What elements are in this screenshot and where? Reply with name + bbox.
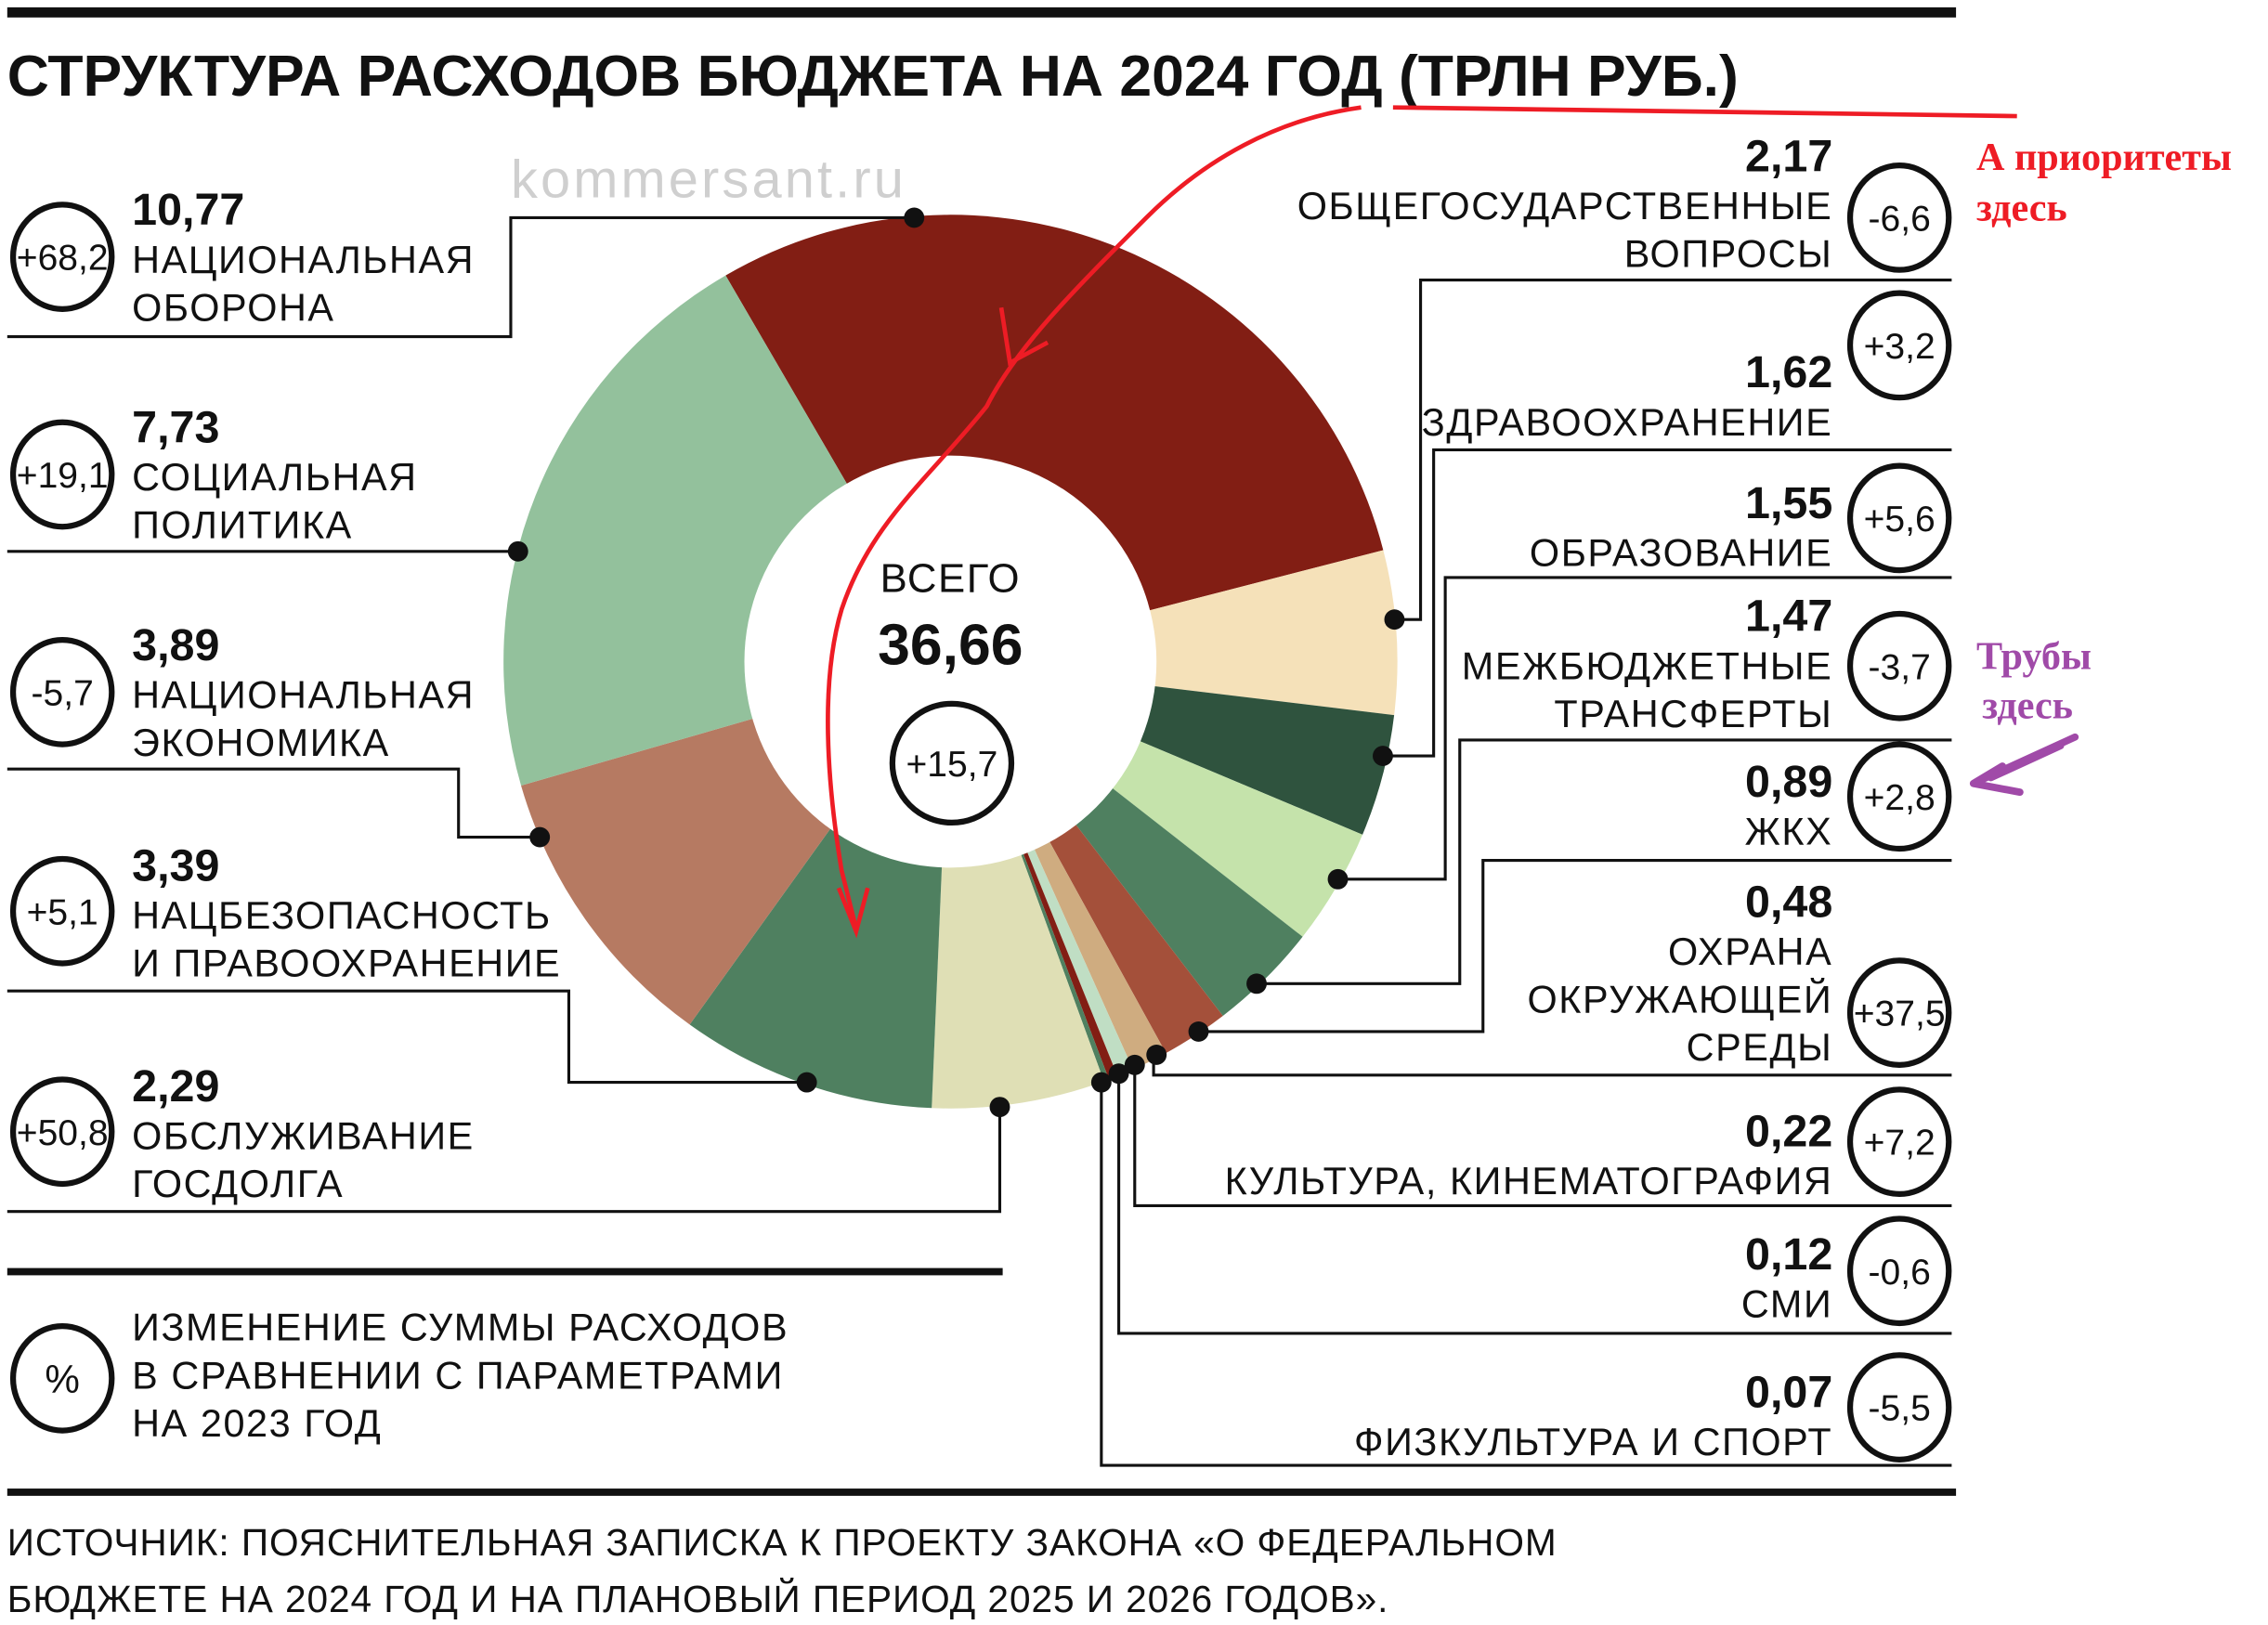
total-value: 36,66 [878,613,1023,678]
red-arrow-curve [826,105,1362,930]
change-circle-4 [1846,610,1952,722]
slice-change-9: -5,5 [1869,1389,1931,1429]
slice-label-12-1: ЭКОНОМИКА [132,722,390,764]
slice-label-10-0: ОБСЛУЖИВАНИЕ [132,1114,475,1157]
slice-label-1-1: ВОПРОСЫ [1624,233,1833,276]
change-circle-9 [1846,1352,1952,1462]
purple-arrow-icon [1969,733,2079,797]
slice-change-10: +50,8 [17,1113,109,1153]
slice-change-4: -3,7 [1869,647,1931,687]
slice-value-3: 1,55 [1745,478,1832,528]
change-circle-11 [9,855,115,967]
slice-change-13: +19,1 [17,456,109,496]
slice-value-1: 2,17 [1745,131,1832,181]
total-label: ВСЕГО [880,556,1022,602]
slice-label-6-1: ОКРУЖАЮЩЕЙ [1528,979,1833,1021]
legend-text-2: В СРАВНЕНИИ С ПАРАМЕТРАМИ [132,1354,784,1397]
slice-label-9-0: ФИЗКУЛЬТУРА И СПОРТ [1354,1421,1832,1463]
slice-label-4-1: ТРАНСФЕРТЫ [1554,693,1832,735]
slice-label-7-0: КУЛЬТУРА, КИНЕМАТОГРАФИЯ [1225,1160,1833,1202]
legend-text-1: ИЗМЕНЕНИЕ СУММЫ РАСХОДОВ [132,1306,789,1349]
change-circle-7 [1846,1086,1952,1198]
annotation-pipes-2: здесь [1982,683,2073,727]
slice-label-13-1: ПОЛИТИКА [132,504,353,547]
slice-value-2: 1,62 [1745,347,1832,397]
slice-value-12: 3,89 [132,620,219,670]
slice-value-4: 1,47 [1745,592,1832,642]
slice-change-3: +5,6 [1864,500,1936,540]
slice-value-11: 3,39 [132,840,219,890]
slice-change-2: +3,2 [1864,327,1936,367]
slice-label-0-0: НАЦИОНАЛЬНАЯ [132,239,475,281]
slice-value-5: 0,89 [1745,757,1832,807]
slice-value-0: 10,77 [132,185,244,235]
slice-label-13-0: СОЦИАЛЬНАЯ [132,456,417,499]
annotation-priorities-2: здесь [1976,187,2067,230]
leader-dots [507,207,1405,1118]
source-line-1: ИСТОЧНИК: ПОЯСНИТЕЛЬНАЯ ЗАПИСКА К ПРОЕКТ… [7,1521,1558,1564]
change-circle-12 [9,636,115,748]
legend-circle [9,1322,115,1434]
chart-title: СТРУКТУРА РАСХОДОВ БЮДЖЕТА НА 2024 ГОД (… [7,44,1739,109]
slice-label-11-1: И ПРАВООХРАНЕНИЕ [132,942,561,985]
change-circle-3 [1846,462,1952,574]
change-circle-8 [1846,1216,1952,1327]
handwritten-annotations: А приоритеты здесь Трубы здесь [826,105,2232,939]
legend-symbol: % [45,1358,79,1401]
slice-change-0: +68,2 [17,239,109,279]
slice-value-10: 2,29 [132,1061,219,1112]
slice-value-13: 7,73 [132,403,219,453]
top-rule [7,6,1957,18]
legend-text-3: НА 2023 ГОД [132,1402,382,1445]
change-circle-6 [1846,957,1952,1068]
slice-change-5: +2,8 [1864,778,1936,818]
bottom-rule [7,1488,1957,1496]
slice-label-3-0: ОБРАЗОВАНИЕ [1530,531,1832,574]
red-arrowhead-icon-2 [998,306,1049,367]
red-arrowhead-icon [836,887,870,939]
annotation-priorities-1: А приоритеты [1976,136,2232,179]
red-underline [1392,105,2017,119]
annotation-pipes-1: Трубы [1976,634,2092,678]
change-circle-2 [1846,290,1952,401]
slice-labels: 10,77НАЦИОНАЛЬНАЯОБОРОНА+68,27,73СОЦИАЛЬ… [9,131,1952,1463]
slice-change-11: +5,1 [27,892,98,932]
slice-value-7: 0,22 [1745,1106,1832,1156]
slice-value-9: 0,07 [1745,1368,1832,1418]
slice-value-8: 0,12 [1745,1229,1832,1280]
slice-label-8-0: СМИ [1741,1283,1832,1326]
change-circle-13 [9,419,115,530]
slice-label-1-0: ОБЩЕГОСУДАРСТВЕННЫЕ [1297,185,1833,228]
change-circle-10 [9,1076,115,1188]
leader-lines [7,215,1952,1467]
total-change: +15,7 [906,745,998,785]
slice-label-0-1: ОБОРОНА [132,286,334,329]
slice-label-11-0: НАЦБЕЗОПАСНОСТЬ [132,894,552,937]
change-circle-5 [1846,741,1952,852]
slice-value-6: 0,48 [1745,877,1832,927]
total-change-circle [889,700,1015,826]
change-circle-0 [9,202,115,312]
legend-rule [7,1268,1003,1276]
slice-label-2-0: ЗДРАВООХРАНЕНИЕ [1422,401,1832,444]
slice-change-6: +37,5 [1854,994,1946,1034]
slice-label-12-0: НАЦИОНАЛЬНАЯ [132,674,475,717]
donut-hole [744,455,1157,868]
slice-label-4-0: МЕЖБЮДЖЕТНЫЕ [1462,644,1833,687]
source-line-2: БЮДЖЕТЕ НА 2024 ГОД И НА ПЛАНОВЫЙ ПЕРИОД… [7,1578,1389,1620]
slice-label-5-0: ЖКХ [1745,810,1833,852]
change-circle-1 [1846,162,1952,273]
slice-label-6-0: ОХРАНА [1668,930,1832,973]
slice-change-12: -5,7 [32,673,94,713]
slice-change-7: +7,2 [1864,1124,1936,1164]
slice-label-6-2: СРЕДЫ [1687,1026,1833,1069]
slice-change-1: -6,6 [1869,199,1931,239]
slice-label-10-1: ГОСДОЛГА [132,1163,344,1205]
slice-change-8: -0,6 [1869,1253,1931,1293]
watermark: kommersant.ru [511,150,906,210]
